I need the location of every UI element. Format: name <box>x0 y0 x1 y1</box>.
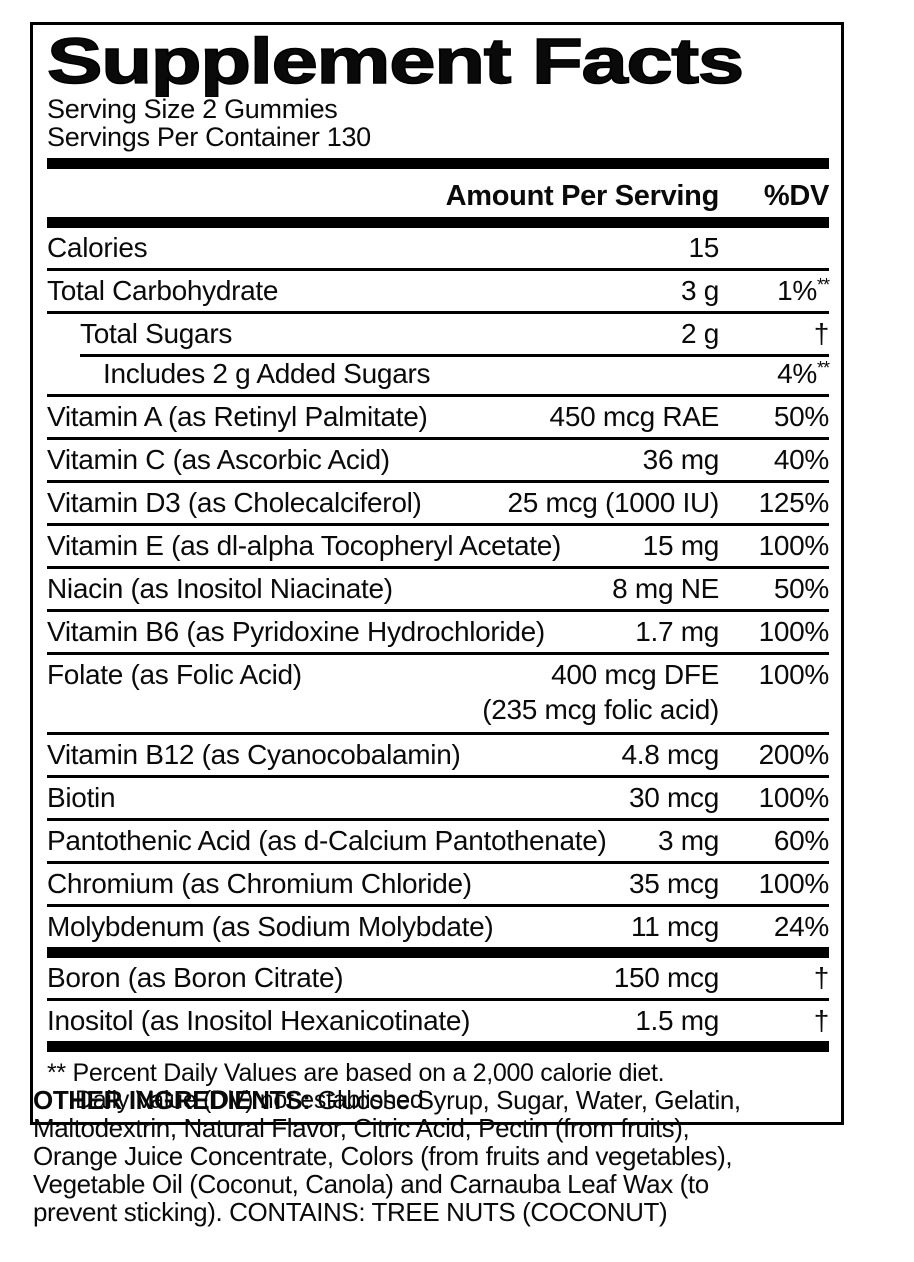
thick-rule <box>47 158 829 169</box>
column-header-row: Amount Per Serving %DV <box>47 169 830 217</box>
nutrient-row-added-sugars: Includes 2 g Added Sugars 4%** <box>47 354 830 394</box>
nutrient-dv: 100% <box>758 659 830 690</box>
nutrient-name: Inositol (as Inositol Hexanicotinate) <box>47 1005 471 1036</box>
panel-title: Supplement Facts <box>46 25 745 97</box>
other-ingredients-line: Vegetable Oil (Coconut, Canola) and Carn… <box>33 1169 709 1199</box>
nutrient-amount: 4.8 mcg <box>621 739 720 770</box>
nutrient-row-vitamin-a: Vitamin A (as Retinyl Palmitate) 450 mcg… <box>47 394 829 437</box>
nutrient-dv: 50% <box>773 401 829 432</box>
thick-rule <box>47 1041 829 1052</box>
nutrient-amount: 8 mg NE <box>612 573 719 604</box>
other-ingredients-line: Maltodextrin, Natural Flavor, Citric Aci… <box>33 1113 690 1143</box>
nutrient-row-inositol: Inositol (as Inositol Hexanicotinate) 1.… <box>47 998 829 1041</box>
nutrient-dv: 200% <box>758 739 830 770</box>
nutrient-name: Vitamin A (as Retinyl Palmitate) <box>47 401 428 432</box>
nutrient-amount: 3 g <box>680 275 719 306</box>
nutrient-amount: 35 mcg <box>628 868 719 899</box>
nutrient-row-vitamin-c: Vitamin C (as Ascorbic Acid) 36 mg 40% <box>47 437 829 480</box>
nutrient-amount: 3 mg <box>657 825 719 856</box>
other-ingredients-label: OTHER INGREDIENTS: <box>33 1085 311 1115</box>
nutrient-dv: 100% <box>758 616 830 647</box>
footnote-line-2: Daily Value (DV) not established <box>75 1086 424 1114</box>
nutrient-dv: † <box>813 318 830 349</box>
nutrient-amount: 15 <box>688 232 719 263</box>
nutrient-dv: 4%** <box>777 358 830 389</box>
servings-per-container: Servings Per Container 130 <box>47 122 371 152</box>
footnote-asterisks: ** <box>816 275 830 295</box>
nutrient-dv: 100% <box>758 868 830 899</box>
nutrient-row-vitamin-b6: Vitamin B6 (as Pyridoxine Hydrochloride)… <box>47 609 829 652</box>
nutrient-row-vitamin-d3: Vitamin D3 (as Cholecalciferol) 25 mcg (… <box>47 480 829 523</box>
footnote-asterisks: ** <box>816 358 830 378</box>
footnote: ** Percent Daily Values are based on a 2… <box>47 1060 829 1114</box>
serving-size: Serving Size 2 Gummies <box>47 94 338 124</box>
nutrient-amount: 30 mcg <box>628 782 719 813</box>
nutrient-name: Vitamin B6 (as Pyridoxine Hydrochloride) <box>47 616 545 647</box>
nutrient-dv: 125% <box>758 487 830 518</box>
nutrient-amount: 1.7 mg <box>635 616 719 647</box>
nutrient-row-total-sugars: Total Sugars 2 g † <box>47 311 829 354</box>
nutrient-name: Total Sugars <box>80 318 233 349</box>
nutrient-amount: 450 mcg RAE <box>549 401 720 432</box>
nutrient-dv: † <box>813 962 830 993</box>
nutrient-name: Molybdenum (as Sodium Molybdate) <box>47 911 494 942</box>
nutrient-row-niacin: Niacin (as Inositol Niacinate) 8 mg NE 5… <box>47 566 829 609</box>
nutrient-name: Vitamin C (as Ascorbic Acid) <box>47 444 390 475</box>
nutrient-dv: 1%** <box>777 275 830 306</box>
nutrient-dv: 24% <box>773 911 829 942</box>
nutrient-dv: 100% <box>758 530 830 561</box>
nutrient-amount: 2 g <box>680 318 719 349</box>
footnote-line-1: ** Percent Daily Values are based on a 2… <box>47 1059 665 1087</box>
nutrient-amount: 150 mcg <box>613 962 720 993</box>
other-ingredients-text: Glucose Syrup, Sugar, Water, Gelatin, <box>317 1085 741 1115</box>
nutrient-dv: † <box>813 1005 830 1036</box>
thick-rule <box>47 947 829 958</box>
nutrient-row-pantothenic-acid: Pantothenic Acid (as d-Calcium Pantothen… <box>47 818 829 861</box>
nutrient-row-chromium: Chromium (as Chromium Chloride) 35 mcg 1… <box>47 861 829 904</box>
nutrient-row-boron: Boron (as Boron Citrate) 150 mcg † <box>47 958 829 998</box>
nutrient-name: Folate (as Folic Acid) <box>47 659 302 690</box>
nutrient-name: Total Carbohydrate <box>47 275 279 306</box>
nutrient-row-folic-acid-note: (235 mcg folic acid) <box>47 695 829 732</box>
nutrient-name: Vitamin E (as dl-alpha Tocopheryl Acetat… <box>47 530 561 561</box>
nutrient-amount: 15 mg <box>642 530 720 561</box>
nutrient-dv: 60% <box>773 825 829 856</box>
nutrient-row-vitamin-b12: Vitamin B12 (as Cyanocobalamin) 4.8 mcg … <box>47 732 829 775</box>
nutrient-row-calories: Calories 15 <box>47 228 829 268</box>
nutrient-name: Vitamin B12 (as Cyanocobalamin) <box>47 739 461 770</box>
nutrient-name: Vitamin D3 (as Cholecalciferol) <box>47 487 422 518</box>
thick-rule <box>47 217 829 228</box>
other-ingredients-line: prevent sticking). CONTAINS: TREE NUTS (… <box>33 1197 668 1227</box>
nutrient-amount: (235 mcg folic acid) <box>482 694 719 725</box>
nutrient-dv: 50% <box>773 573 829 604</box>
dv-header: %DV <box>763 180 829 212</box>
amount-per-serving-header: Amount Per Serving <box>445 180 720 212</box>
nutrient-dv: 100% <box>758 782 830 813</box>
nutrient-amount: 36 mg <box>642 444 720 475</box>
supplement-facts-panel: Supplement Facts Serving Size 2 Gummies … <box>30 22 844 1125</box>
nutrient-row-biotin: Biotin 30 mcg 100% <box>47 775 829 818</box>
nutrient-row-total-carbohydrate: Total Carbohydrate 3 g 1%** <box>47 268 830 311</box>
nutrient-name: Pantothenic Acid (as d-Calcium Pantothen… <box>47 825 607 856</box>
nutrient-row-vitamin-e: Vitamin E (as dl-alpha Tocopheryl Acetat… <box>47 523 829 566</box>
nutrient-name: Boron (as Boron Citrate) <box>47 962 344 993</box>
nutrient-name: Niacin (as Inositol Niacinate) <box>47 573 393 604</box>
other-ingredients-line: OTHER INGREDIENTS: Glucose Syrup, Sugar,… <box>33 1086 893 1114</box>
nutrient-name: Calories <box>47 232 148 263</box>
nutrient-row-folate: Folate (as Folic Acid) 400 mcg DFE 100% <box>47 652 829 695</box>
nutrient-name: Includes 2 g Added Sugars <box>103 358 431 389</box>
nutrient-amount: 11 mcg <box>631 911 719 942</box>
nutrient-name: Chromium (as Chromium Chloride) <box>47 868 472 899</box>
nutrient-dv: 40% <box>773 444 829 475</box>
nutrient-amount: 400 mcg DFE <box>551 659 719 690</box>
nutrient-amount: 1.5 mg <box>635 1005 719 1036</box>
other-ingredients-line: Orange Juice Concentrate, Colors (from f… <box>33 1141 733 1171</box>
nutrient-name: Biotin <box>47 782 116 813</box>
nutrient-amount: 25 mcg (1000 IU) <box>507 487 719 518</box>
nutrient-row-molybdenum: Molybdenum (as Sodium Molybdate) 11 mcg … <box>47 904 829 947</box>
other-ingredients: OTHER INGREDIENTS: Glucose Syrup, Sugar,… <box>33 1086 893 1226</box>
